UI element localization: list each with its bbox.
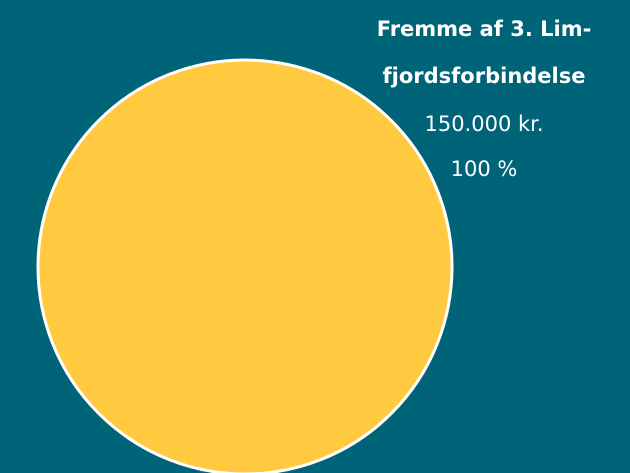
amount-label: 150.000 kr. bbox=[424, 112, 543, 136]
slice-label: Fremme af 3. Lim- bbox=[377, 17, 592, 41]
pie-slice bbox=[36, 58, 454, 473]
value-label: 100 % bbox=[451, 157, 518, 181]
slice-label: fjordsforbindelse bbox=[383, 64, 586, 88]
